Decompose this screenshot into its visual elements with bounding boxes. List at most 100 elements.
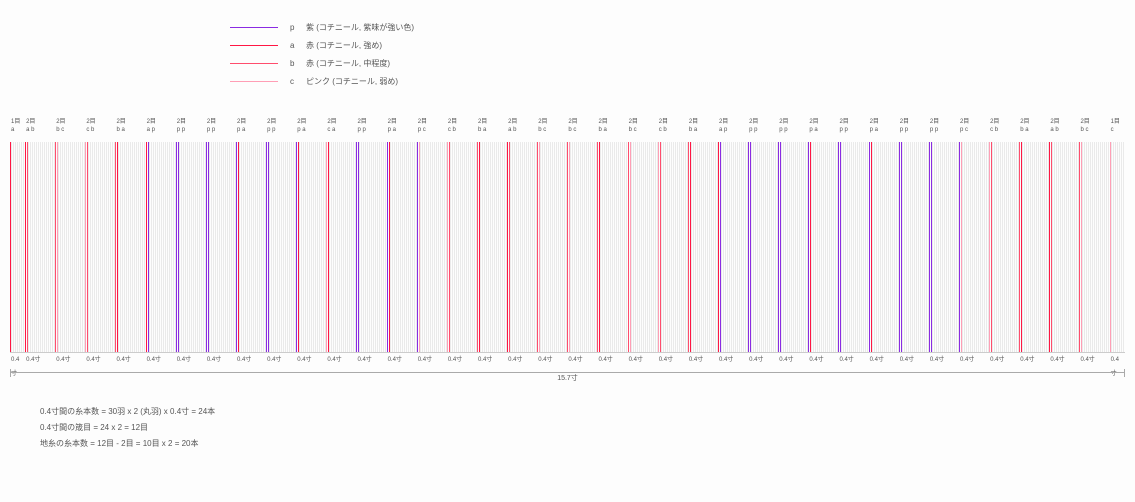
legend-label: 赤 (コチニール, 中程度) — [306, 58, 390, 69]
base-threads-fill — [480, 142, 507, 352]
group-body — [1019, 142, 1049, 352]
stripe-group: 2目 p p0.4寸 — [899, 118, 929, 366]
group-width-label: 0.4寸 — [356, 352, 386, 366]
stripe-group: 2目 b c0.4寸 — [628, 118, 658, 366]
group-width-label: 0.4寸 — [869, 352, 899, 366]
group-width-label: 0.4寸 — [1019, 352, 1049, 366]
group-width-label: 0.4寸 — [537, 352, 567, 366]
stripe-group: 2目 p a0.4寸 — [236, 118, 266, 366]
group-header: 2目 p p — [748, 118, 778, 142]
group-width-label: 0.4寸 — [266, 352, 296, 366]
group-width-label: 0.4寸 — [989, 352, 1019, 366]
group-body — [447, 142, 477, 352]
group-header: 2目 b a — [1019, 118, 1049, 142]
stripe-group: 2目 p c0.4寸 — [959, 118, 989, 366]
total-width-label: 15.7寸 — [553, 373, 582, 383]
group-header: 2目 b a — [597, 118, 627, 142]
legend-key: p — [290, 23, 306, 32]
legend-row: cピンク (コチニール, 弱め) — [230, 72, 1125, 90]
stripe-group: 2目 a p0.4寸 — [718, 118, 748, 366]
group-body — [55, 142, 85, 352]
stripe-group: 2目 b a 0.4寸 — [1019, 118, 1049, 366]
stripe-group: 2目 p p 0.4寸 — [778, 118, 808, 366]
group-body — [206, 142, 236, 352]
group-width-label: 0.4寸 — [838, 352, 868, 366]
legend-row: a赤 (コチニール, 強め) — [230, 36, 1125, 54]
group-width-label: 0.4寸 — [477, 352, 507, 366]
stripe-group: 2目 p p0.4寸 — [206, 118, 236, 366]
group-header: 2目 b a — [688, 118, 718, 142]
base-threads-fill — [329, 142, 356, 352]
stripe-group: 2目 p p 0.4寸 — [748, 118, 778, 366]
stripe-group: 2目 b a0.4寸 — [688, 118, 718, 366]
group-header: 2目 a p — [146, 118, 176, 142]
group-body — [658, 142, 688, 352]
base-threads-fill — [510, 142, 537, 352]
base-threads-fill — [811, 142, 838, 352]
base-threads-fill — [841, 142, 868, 352]
base-threads-fill — [872, 142, 899, 352]
group-width-label: 0.4寸 — [658, 352, 688, 366]
group-width-label: 0.4寸 — [296, 352, 326, 366]
group-body — [748, 142, 778, 352]
group-body — [507, 142, 537, 352]
stripe-group: 2目 b a 0.4寸 — [597, 118, 627, 366]
group-body — [146, 142, 176, 352]
base-threads-fill — [390, 142, 417, 352]
group-header: 2目 p a — [387, 118, 417, 142]
group-header: 2目 p p — [176, 118, 206, 142]
note-line: 0.4寸間の糸本数 = 30羽 x 2 (丸羽) x 0.4寸 = 24本 — [40, 404, 1125, 420]
stripe-group: 2目 b c0.4寸 — [567, 118, 597, 366]
group-width-label: 0.4寸 — [146, 352, 176, 366]
note-line: 0.4寸間の筬目 = 24 x 2 = 12目 — [40, 420, 1125, 436]
stripe-group: 2目 p p0.4寸 — [929, 118, 959, 366]
group-header: 2目 b c — [55, 118, 85, 142]
stripe-group: 2目 b c 0.4寸 — [55, 118, 85, 366]
stripe-group: 2目 c b0.4寸 — [447, 118, 477, 366]
group-body — [85, 142, 115, 352]
group-header: 1目 a — [10, 118, 25, 142]
group-width-label: 0.4寸 — [1079, 352, 1109, 366]
legend-row: b赤 (コチニール, 中程度) — [230, 54, 1125, 72]
group-header: 2目 p p — [778, 118, 808, 142]
group-header: 2目 p c — [959, 118, 989, 142]
legend-swatch-line — [230, 81, 278, 82]
total-width-rule: 15.7寸 — [10, 372, 1125, 386]
stripe-group: 2目 p c0.4寸 — [417, 118, 447, 366]
stripe-group: 2目 p p0.4寸 — [838, 118, 868, 366]
base-threads-fill — [1022, 142, 1049, 352]
base-threads-fill — [932, 142, 959, 352]
group-body — [326, 142, 356, 352]
base-threads-fill — [269, 142, 296, 352]
group-width-label: 0.4寸 — [778, 352, 808, 366]
base-threads-fill — [11, 142, 25, 352]
group-body — [356, 142, 386, 352]
group-body — [1110, 142, 1125, 352]
stripe-group: 2目 p a0.4寸 — [869, 118, 899, 366]
legend-swatch-line — [230, 45, 278, 46]
note-line: 地糸の糸本数 = 12目 - 2目 = 10目 x 2 = 20本 — [40, 436, 1125, 452]
stripe-group: 2目 p a0.4寸 — [808, 118, 838, 366]
stripe-group: 2目 b a0.4寸 — [115, 118, 145, 366]
group-body — [808, 142, 838, 352]
legend-key: b — [290, 59, 306, 68]
group-body — [1049, 142, 1079, 352]
group-width-label: 0.4寸 — [628, 352, 658, 366]
base-threads-fill — [239, 142, 266, 352]
group-width-label: 0.4寸 — [1049, 352, 1079, 366]
group-width-label: 0.4寸 — [55, 352, 85, 366]
stripe-group: 2目 a p 0.4寸 — [146, 118, 176, 366]
group-header: 2目 p p — [899, 118, 929, 142]
legend-label: 赤 (コチニール, 強め) — [306, 40, 382, 51]
group-header: 2目 c b — [447, 118, 477, 142]
base-threads-fill — [902, 142, 929, 352]
group-width-label: 0.4寸 — [597, 352, 627, 366]
base-threads-fill — [992, 142, 1019, 352]
base-threads-fill — [600, 142, 627, 352]
group-width-label: 0.4寸 — [507, 352, 537, 366]
base-threads-fill — [962, 142, 989, 352]
group-header: 2目 p p — [266, 118, 296, 142]
stripe-group: 2目 p p 0.4寸 — [266, 118, 296, 366]
group-width-label: 0.4寸 — [748, 352, 778, 366]
base-threads-fill — [209, 142, 236, 352]
